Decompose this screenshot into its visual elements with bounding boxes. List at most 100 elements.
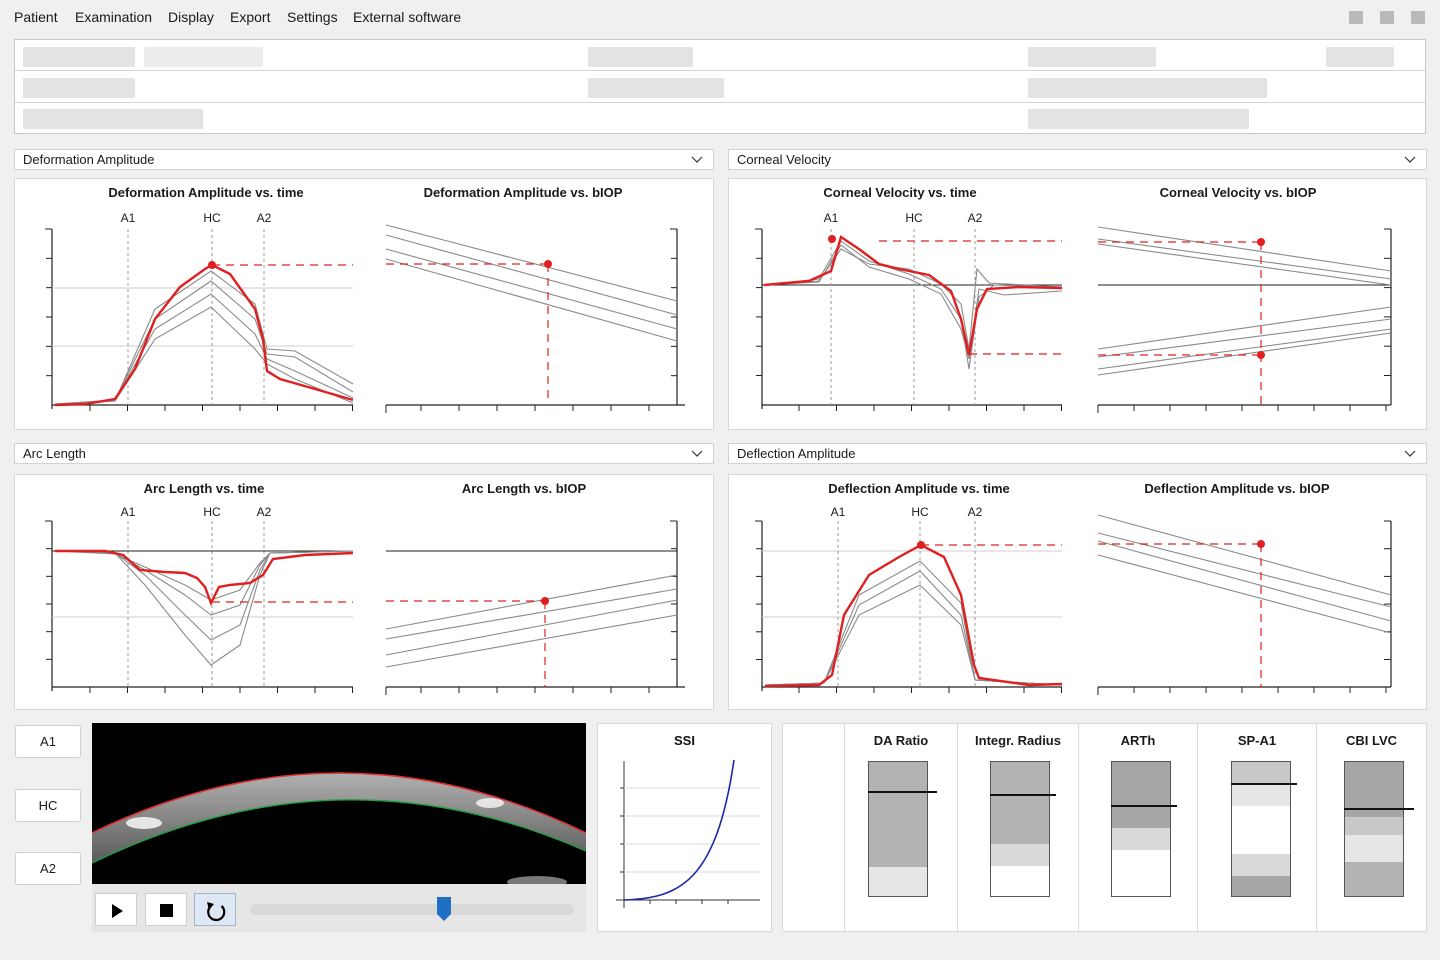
normative-line [385, 574, 678, 630]
a2-button[interactable]: A2 [15, 852, 81, 885]
normative-curve [54, 280, 354, 405]
corneal-velocity-dropdown[interactable]: Corneal Velocity [728, 149, 1427, 170]
normative-curve [763, 240, 1063, 370]
ssi-title: SSI [674, 733, 695, 748]
marker-label: HC [911, 505, 929, 519]
normative-line [385, 614, 678, 668]
chart-title: Corneal Velocity vs. time [823, 185, 976, 200]
redacted-field [1028, 109, 1249, 129]
marker-label: HC [905, 211, 923, 225]
normative-curve [54, 550, 354, 616]
redacted-field [1028, 47, 1156, 67]
minimize-button[interactable] [1349, 11, 1363, 24]
metric-marker [868, 791, 937, 793]
deformation-amplitude-charts: Deformation Amplitude vs. time Deformatio… [45, 185, 685, 413]
stop-button[interactable] [145, 893, 187, 926]
playback-slider-thumb[interactable] [437, 897, 452, 921]
patient-curve [763, 235, 1063, 356]
indices-panel: DA Ratio Integr. Radius ARTh SP-A1 [782, 723, 1427, 932]
marker-label: A1 [121, 505, 136, 519]
redacted-field [144, 47, 263, 67]
metric-scale-bar [990, 761, 1050, 897]
playback-slider[interactable] [250, 904, 574, 915]
close-button[interactable] [1411, 11, 1425, 24]
dropdown-label: Deformation Amplitude [23, 152, 155, 167]
metric-label: CBI LVC [1345, 733, 1398, 748]
deformation-amplitude-panel: Deformation Amplitude vs. time Deformatio… [14, 178, 714, 430]
metric-marker [1111, 805, 1177, 807]
stop-icon [160, 904, 173, 917]
maximize-button[interactable] [1380, 11, 1394, 24]
menu-patient[interactable]: Patient [14, 9, 58, 25]
dropdown-label: Arc Length [23, 446, 86, 461]
corneal-velocity-charts: Corneal Velocity vs. time Corneal Velocit… [755, 185, 1392, 413]
menu-export[interactable]: Export [230, 9, 271, 25]
metric-marker [1344, 808, 1414, 810]
metric-scale-bar [868, 761, 928, 897]
metric-label: ARTh [1120, 733, 1156, 748]
data-point [1257, 351, 1265, 359]
patient-info-row [15, 103, 1425, 134]
chevron-down-icon [691, 156, 703, 163]
patient-curve [55, 549, 354, 606]
menu-external-software[interactable]: External software [353, 9, 462, 25]
metric-label: Integr. Radius [975, 733, 1061, 748]
marker-label: A1 [831, 505, 846, 519]
dropdown-label: Corneal Velocity [737, 152, 831, 167]
data-point [541, 597, 549, 605]
normative-line [385, 248, 678, 330]
patient-curve [764, 543, 1063, 688]
replay-button[interactable] [194, 893, 236, 926]
normative-line [385, 258, 678, 342]
a1-button[interactable]: A1 [15, 725, 81, 758]
normative-line [1097, 243, 1392, 286]
chart-title: Deflection Amplitude vs. time [828, 481, 1010, 496]
metric-scale-bar [1231, 761, 1291, 897]
patient-info-row [15, 40, 1425, 71]
redacted-field [23, 78, 135, 98]
menu-display[interactable]: Display [168, 9, 214, 25]
deformation-amplitude-dropdown[interactable]: Deformation Amplitude [14, 149, 714, 170]
play-icon [112, 904, 123, 918]
arc-length-panel: Arc Length vs. time Arc Length vs. bIOP A1… [14, 474, 714, 710]
normative-curve [763, 248, 1063, 350]
redacted-field [1326, 47, 1394, 67]
data-point [1257, 238, 1265, 246]
arc-length-dropdown[interactable]: Arc Length [14, 443, 714, 464]
ssi-panel: SSI [597, 723, 772, 932]
normative-line [385, 224, 678, 302]
normative-line [1097, 540, 1392, 622]
play-button[interactable] [95, 893, 137, 926]
metric-scale-bar [1344, 761, 1404, 897]
normative-line [1097, 238, 1392, 280]
data-point [1257, 540, 1265, 548]
data-point [544, 260, 552, 268]
chart-title: Corneal Velocity vs. bIOP [1160, 185, 1317, 200]
hc-button[interactable]: HC [15, 789, 81, 822]
marker-label: A2 [257, 211, 272, 225]
redacted-field [588, 47, 693, 67]
normative-curve [54, 306, 354, 405]
metric-integr-radius: Integr. Radius [957, 724, 1078, 931]
metric-arth: ARTh [1078, 724, 1197, 931]
metric-sp-a1: SP-A1 [1197, 724, 1316, 931]
normative-curve [54, 550, 354, 601]
normative-curve [764, 584, 1063, 686]
menu-settings[interactable]: Settings [287, 9, 338, 25]
deflection-amplitude-dropdown[interactable]: Deflection Amplitude [728, 443, 1427, 464]
metric-marker [1231, 783, 1297, 785]
normative-line [385, 588, 678, 640]
normative-curve [54, 550, 354, 666]
normative-line [1097, 554, 1392, 634]
redacted-field [23, 109, 203, 129]
normative-line [385, 234, 678, 316]
metric-marker [990, 794, 1056, 796]
scheimpflug-image[interactable] [92, 723, 586, 884]
normative-line [1097, 328, 1392, 370]
chart-title: Deformation Amplitude vs. time [108, 185, 303, 200]
chevron-down-icon [1404, 156, 1416, 163]
menu-examination[interactable]: Examination [75, 9, 153, 25]
metric-da-ratio: DA Ratio [844, 724, 957, 931]
normative-line [1097, 306, 1392, 350]
normative-curve [764, 560, 1063, 686]
